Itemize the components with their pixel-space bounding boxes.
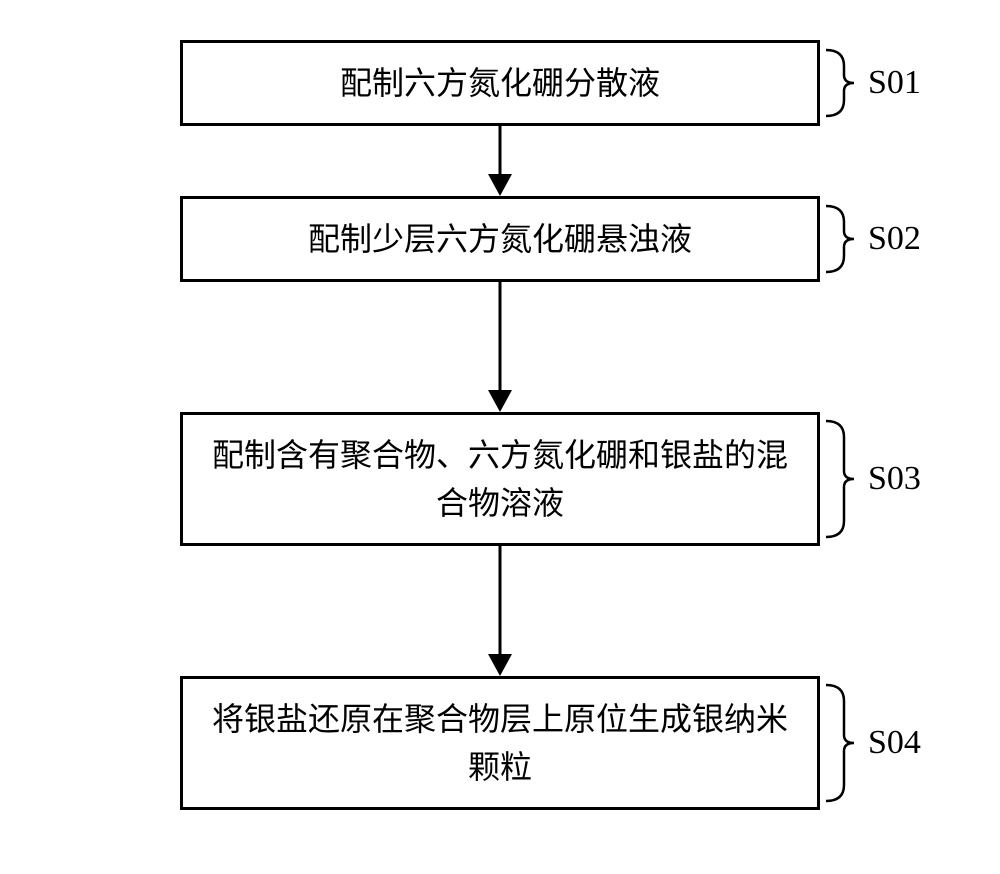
bracket-curve-2 [826, 204, 856, 274]
step-box-2: 配制少层六方氮化硼悬浊液 [180, 196, 820, 282]
arrow-1-2 [480, 126, 520, 196]
step-box-3: 配制含有聚合物、六方氮化硼和银盐的混合物溶液 [180, 412, 820, 546]
arrow-2-3 [480, 282, 520, 412]
step-box-4: 将银盐还原在聚合物层上原位生成银纳米颗粒 [180, 676, 820, 810]
step-label-2: S02 [868, 220, 921, 258]
bracket-4: S04 [826, 683, 921, 803]
bracket-3: S03 [826, 419, 921, 539]
step-label-3: S03 [868, 460, 921, 498]
bracket-curve-3 [826, 419, 856, 539]
bracket-curve-1 [826, 48, 856, 118]
bracket-2: S02 [826, 204, 921, 274]
bracket-1: S01 [826, 48, 921, 118]
flowchart-container: 配制六方氮化硼分散液 S01 配制少层六方氮化硼悬浊液 S02 配制含有聚合物、… [0, 40, 1000, 810]
arrow-3-4 [480, 546, 520, 676]
step-label-1: S01 [868, 64, 921, 102]
bracket-curve-4 [826, 683, 856, 803]
step-row-4: 将银盐还原在聚合物层上原位生成银纳米颗粒 S04 [0, 676, 1000, 810]
step-row-3: 配制含有聚合物、六方氮化硼和银盐的混合物溶液 S03 [0, 412, 1000, 546]
step-row-2: 配制少层六方氮化硼悬浊液 S02 [0, 196, 1000, 282]
step-box-1: 配制六方氮化硼分散液 [180, 40, 820, 126]
step-label-4: S04 [868, 724, 921, 762]
step-row-1: 配制六方氮化硼分散液 S01 [0, 40, 1000, 126]
